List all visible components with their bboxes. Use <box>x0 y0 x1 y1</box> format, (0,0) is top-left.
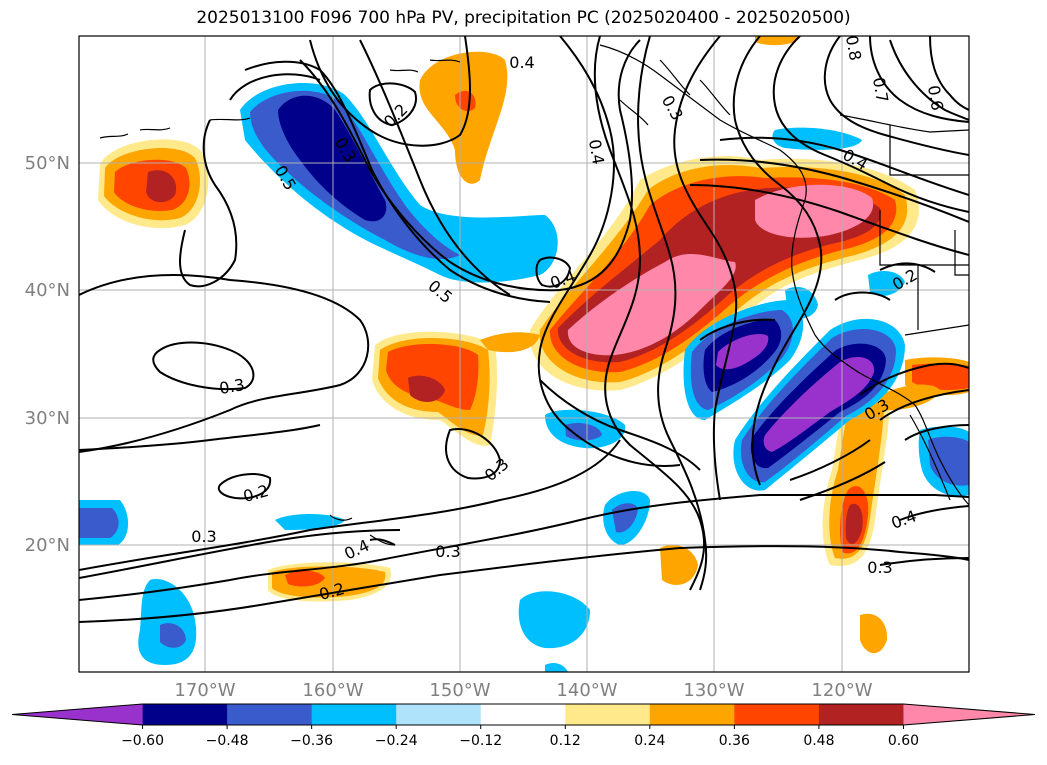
colorbar-tick-label: 0.24 <box>634 733 665 749</box>
colorbar-segment <box>903 704 1035 725</box>
lon-label-140w: 140°W <box>556 680 617 701</box>
contour-label: 0.3 <box>218 375 246 398</box>
contour-label: 0.4 <box>509 53 534 72</box>
latitude-labels: 50°N 40°N 30°N 20°N <box>25 153 70 556</box>
contour-label: 0.4 <box>585 138 608 166</box>
pv-contours <box>79 36 969 623</box>
lat-label-20n: 20°N <box>25 535 70 556</box>
lat-label-50n: 50°N <box>25 153 70 174</box>
colorbar: −0.60 −0.48 −0.36 −0.24 −0.12 0.12 0.24 0.36 0.4… <box>11 703 1036 749</box>
colorbar-tick-label: 0.12 <box>550 733 581 749</box>
contour-label: 0.7 <box>869 76 892 104</box>
colorbar-tick-label: −0.36 <box>290 733 333 749</box>
colorbar-segment <box>12 704 143 725</box>
map-title: 2025013100 F096 700 hPa PV, precipitatio… <box>196 8 851 28</box>
positive-precip-pc-patches <box>98 36 969 654</box>
lat-label-30n: 30°N <box>25 408 70 429</box>
colorbar-segment <box>311 704 397 725</box>
map-gridlines <box>79 36 969 672</box>
colorbar-tick-label: −0.60 <box>121 733 164 749</box>
colorbar-segment <box>227 704 313 725</box>
colorbar-segment <box>480 704 566 725</box>
lat-label-40n: 40°N <box>25 280 70 301</box>
precip-field <box>79 36 969 672</box>
colorbar-tick-label: 0.48 <box>803 733 834 749</box>
contour-label: 0.3 <box>867 558 892 577</box>
map-frame <box>78 35 970 673</box>
lon-label-160w: 160°W <box>302 680 363 701</box>
colorbar-tick-label: 0.36 <box>719 733 750 749</box>
colorbar-tick-label: −0.48 <box>206 733 249 749</box>
contour-label: 0.6 <box>924 84 947 112</box>
colorbar-segment <box>142 704 228 725</box>
colorbar-segment <box>818 704 904 725</box>
contour-label: 0.8 <box>842 34 865 62</box>
colorbar-segment <box>565 704 651 725</box>
longitude-labels: 170°W 160°W 150°W 140°W 130°W 120°W <box>174 680 872 701</box>
colorbar-tick-label: 0.60 <box>888 733 919 749</box>
colorbar-segment <box>649 704 735 725</box>
colorbar-tick-label: −0.24 <box>375 733 418 749</box>
colorbar-tick-label: −0.12 <box>459 733 502 749</box>
coastlines <box>99 44 969 546</box>
contour-label: 0.3 <box>435 542 460 561</box>
lon-label-130w: 130°W <box>683 680 744 701</box>
lon-label-120w: 120°W <box>811 680 872 701</box>
lon-label-150w: 150°W <box>429 680 490 701</box>
negative-precip-pc-patches <box>79 83 969 672</box>
contour-label: 0.3 <box>191 527 216 546</box>
lon-label-170w: 170°W <box>174 680 235 701</box>
colorbar-segment <box>396 704 482 725</box>
colorbar-segment <box>734 704 820 725</box>
